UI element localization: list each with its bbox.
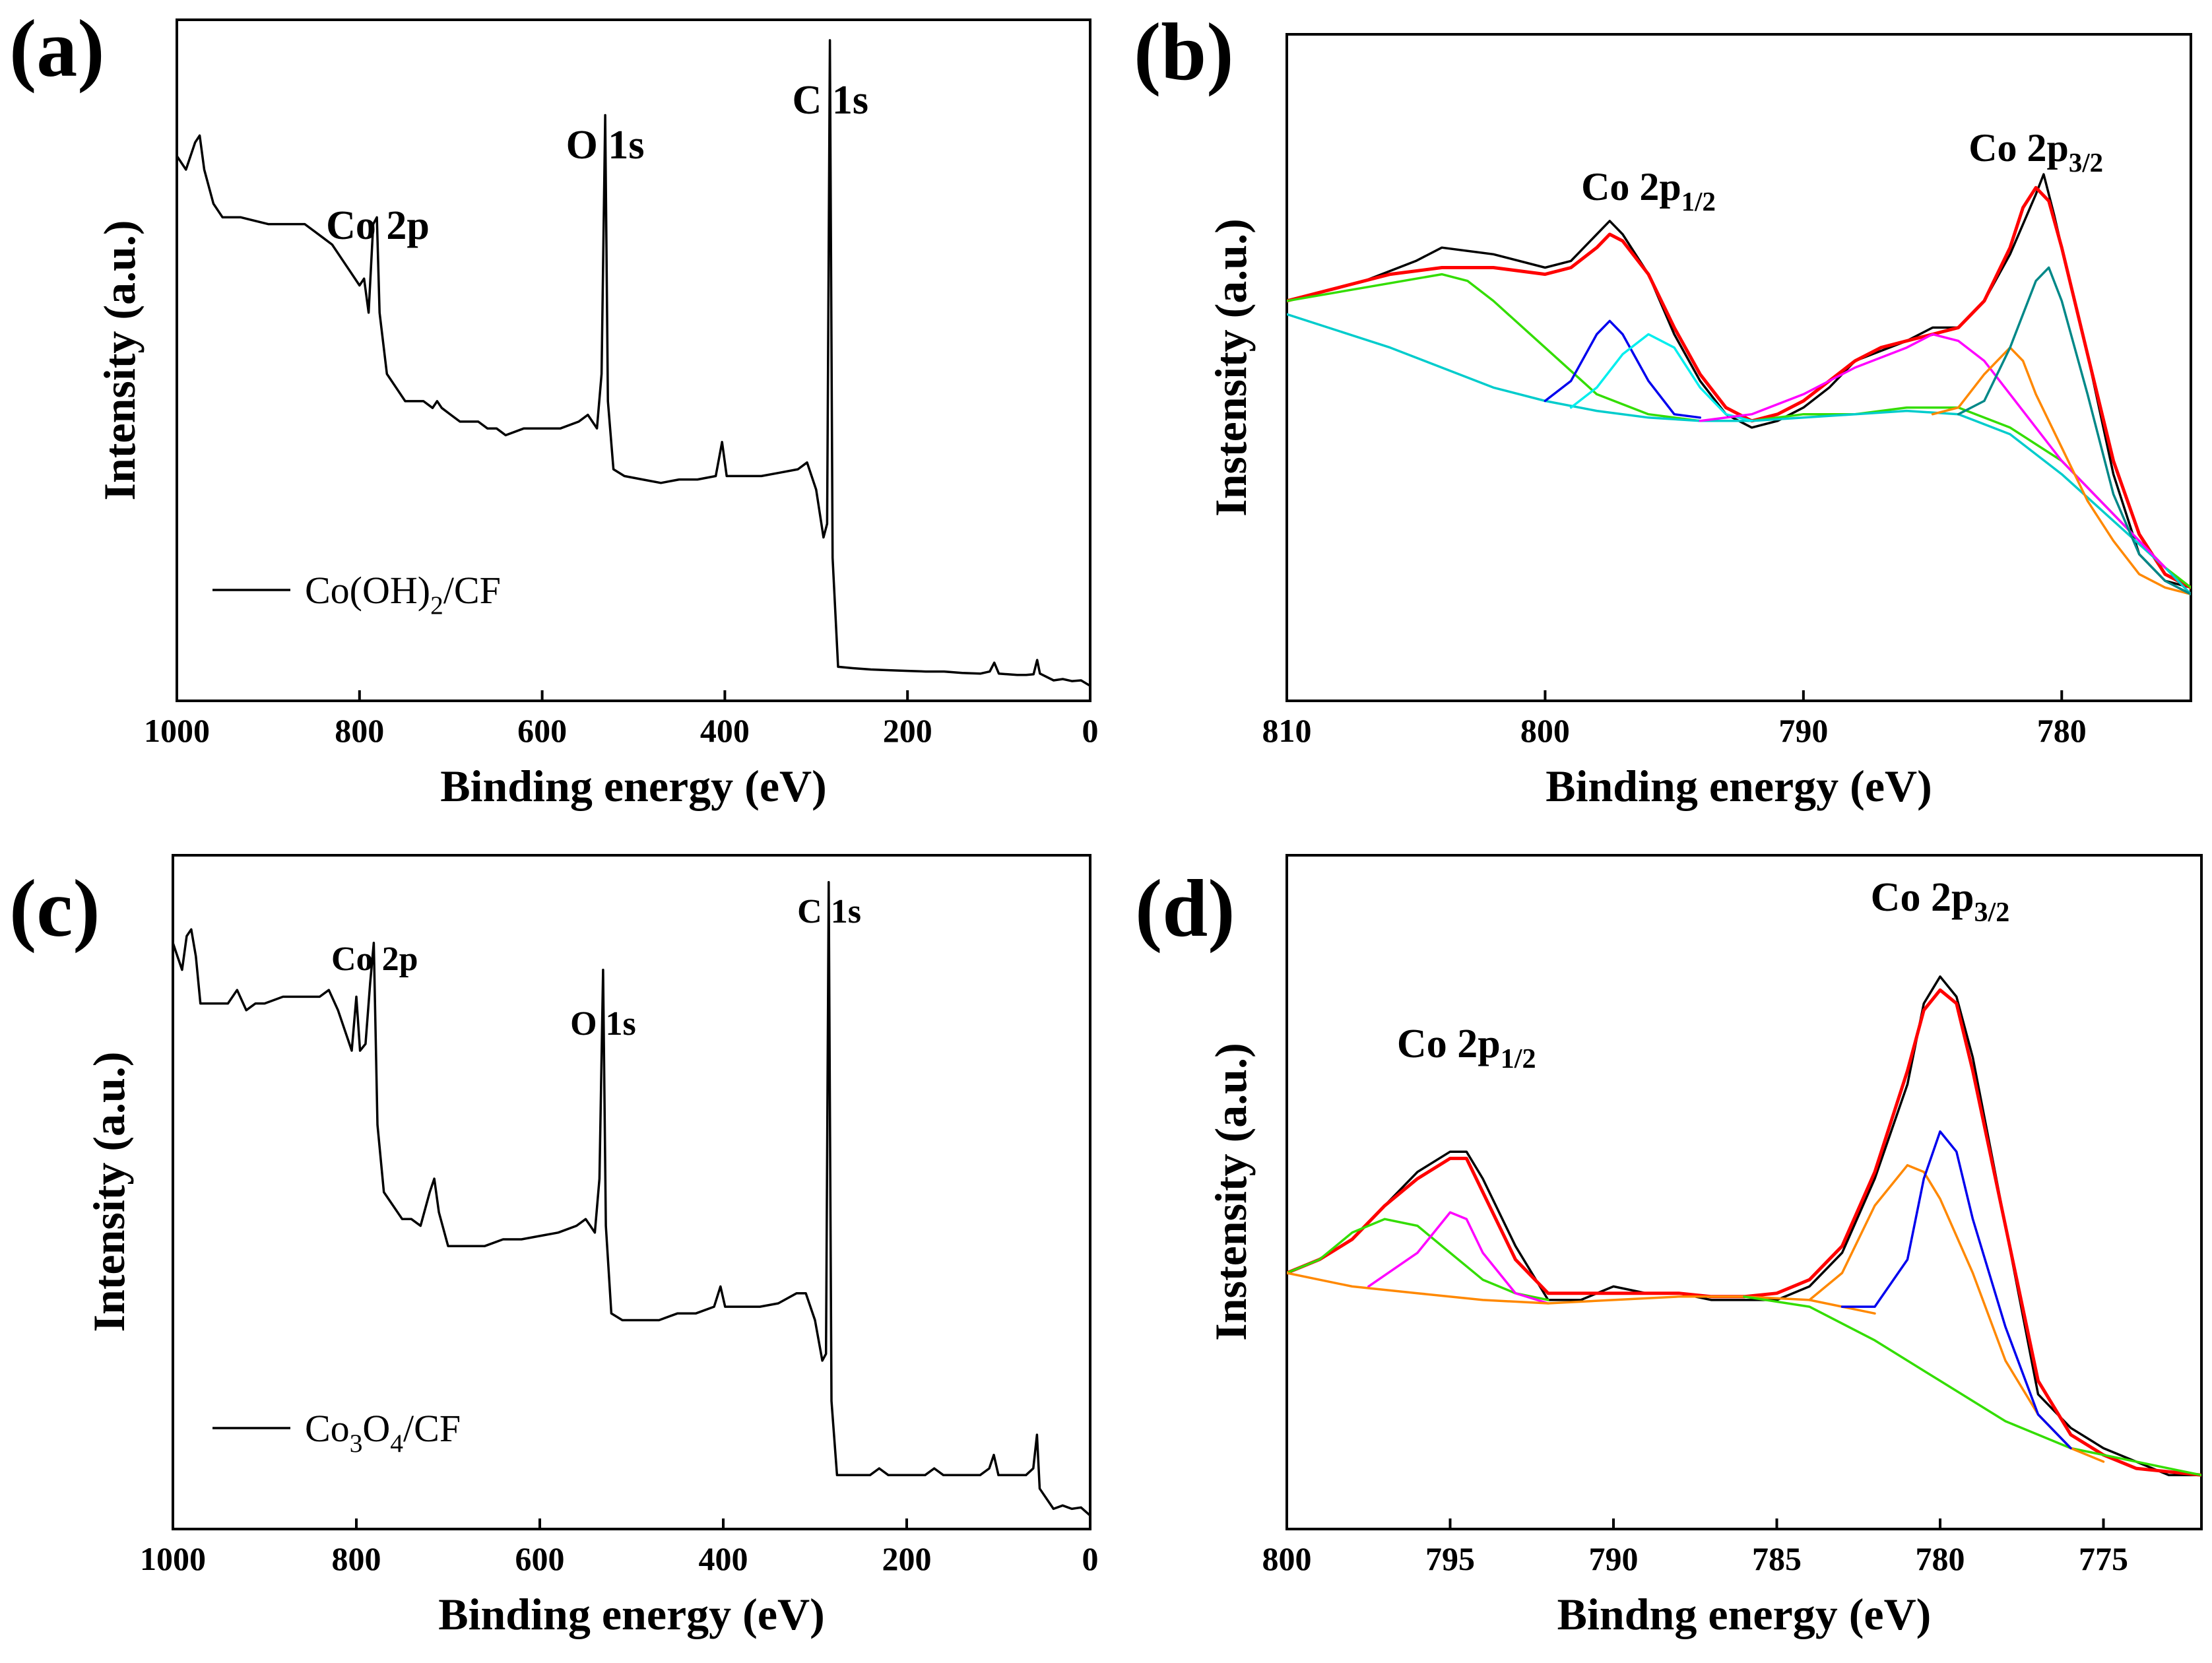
series-group (177, 39, 1090, 688)
x-tick-label: 400 (699, 1540, 748, 1577)
peak-annotation: Co 2p3/2 (1871, 875, 2010, 928)
x-tick-label: 775 (2079, 1540, 2128, 1577)
x-axis-title: Bindng energy (eV) (1557, 1589, 1932, 1639)
peak-annotation: Co 2p3/2 (1968, 126, 2103, 178)
legend-label-subscript: 3 (350, 1429, 363, 1458)
panel-d: 800 795 790 785 780 775 Bindng energy (eV) Inst… (1135, 854, 2203, 1639)
x-axis-title: Binding energy (eV) (438, 1589, 825, 1639)
panel-b: 810 800 790 780 Binding energy (eV) Instensit… (1134, 7, 2192, 811)
peak-annotation: C 1s (793, 78, 868, 123)
peak-annotation-text: Co 2p (1871, 875, 1974, 920)
x-axis-title: Binding energy (eV) (440, 761, 827, 811)
series-group (1287, 975, 2201, 1477)
plot-frame (176, 18, 1091, 702)
legend-label: Co3O4/CF (305, 1407, 461, 1458)
series-line-1 (1287, 185, 2191, 589)
series-group (1287, 173, 2191, 596)
peak-annotation-text: O 1s (566, 123, 645, 168)
y-axis-title: Instensity (a.u.) (1206, 1043, 1256, 1341)
peak-annotation: Co 2p (326, 203, 430, 248)
series-line-4 (1544, 319, 1702, 419)
series-line-1 (1287, 988, 2201, 1477)
legend-label-subscript: 2 (430, 591, 443, 620)
legend: Co3O4/CF (212, 1407, 461, 1458)
peak-annotation-subscript: 3/2 (2069, 148, 2103, 178)
peak-annotation-text: C 1s (797, 893, 861, 930)
series-line-4 (1287, 1272, 1876, 1315)
x-tick-label: 780 (2037, 712, 2087, 749)
series-line-7 (1840, 1130, 2072, 1450)
peak-annotation: O 1s (570, 1005, 636, 1043)
x-tick-label: 0 (1082, 1540, 1099, 1577)
x-tick-label: 600 (515, 1540, 565, 1577)
series-line-5 (1743, 1295, 2201, 1477)
peak-annotation-text: Co 2p (1397, 1022, 1501, 1066)
x-tick-label: 785 (1752, 1540, 1802, 1577)
peak-annotation: Co 2p (331, 940, 418, 978)
y-axis-title: Intensity (a.u.) (84, 1051, 134, 1332)
y-axis-title: Instensity (a.u.) (1206, 218, 1256, 517)
series-line-3 (1287, 313, 2191, 596)
x-tick-label: 200 (883, 712, 932, 749)
series-line-6 (1699, 333, 2166, 569)
legend-label-text: Co(OH) (305, 569, 430, 612)
x-tick-label: 800 (335, 712, 384, 749)
x-tick-label: 790 (1589, 1540, 1639, 1577)
plot-frame (1285, 854, 2203, 1530)
peak-annotation-text: O 1s (570, 1005, 636, 1043)
series-line-3 (1367, 1211, 1549, 1305)
legend: Co(OH)2/CF (212, 569, 501, 620)
plot-frame (172, 854, 1091, 1530)
panel-label: (b) (1134, 7, 1234, 97)
legend-label-subscript: 4 (390, 1429, 403, 1458)
legend-label-text: O (362, 1407, 390, 1450)
series-group (173, 881, 1090, 1517)
peak-annotation-text: Co 2p (1581, 165, 1681, 209)
peak-annotation-subscript: 1/2 (1681, 187, 1716, 216)
x-tick-label: 400 (700, 712, 750, 749)
panel-label: (a) (9, 3, 105, 94)
peak-annotation-text: Co 2p (326, 203, 430, 248)
series-line-2 (1287, 1218, 1549, 1301)
x-tick-label: 200 (882, 1540, 932, 1577)
peak-annotation: O 1s (566, 123, 645, 168)
panel-c: 1000 800 600 400 200 0 Binding energy (eV) Inte… (9, 854, 1099, 1639)
peak-annotation-text: Co 2p (331, 940, 418, 978)
peak-annotation-text: C 1s (793, 78, 868, 123)
series-line-0 (173, 881, 1090, 1517)
x-tick-label: 1000 (140, 1540, 206, 1577)
peak-annotation-subscript: 1/2 (1501, 1043, 1536, 1074)
x-tick-label: 800 (332, 1540, 381, 1577)
panel-a: 1000 800 600 400 200 0 Binding energy (eV) Inte… (9, 3, 1099, 811)
legend-label-text: /CF (403, 1407, 461, 1450)
x-tick-label: 600 (517, 712, 567, 749)
x-tick-label: 0 (1082, 712, 1099, 749)
x-axis-title: Binding energy (eV) (1545, 761, 1932, 811)
series-line-7 (1931, 346, 2191, 596)
panel-label: (d) (1135, 863, 1235, 954)
peak-annotation: C 1s (797, 893, 861, 930)
y-axis-title: Intensity (a.u.) (94, 220, 145, 500)
x-tick-label: 800 (1262, 1540, 1312, 1577)
x-tick-label: 810 (1262, 712, 1312, 749)
x-tick-label: 790 (1778, 712, 1828, 749)
legend-label-text: Co (305, 1407, 350, 1450)
series-line-5 (1569, 333, 1753, 422)
peak-annotation: Co 2p1/2 (1397, 1022, 1536, 1074)
x-tick-label: 780 (1916, 1540, 1965, 1577)
x-tick-label: 800 (1520, 712, 1570, 749)
legend-label-text: /CF (443, 569, 501, 612)
x-tick-label: 795 (1425, 1540, 1475, 1577)
legend-label: Co(OH)2/CF (305, 569, 501, 620)
panel-label: (c) (9, 863, 100, 954)
peak-annotation-subscript: 3/2 (1974, 897, 2009, 928)
series-line-8 (1957, 266, 2191, 596)
plot-frame (1285, 33, 2192, 702)
series-line-0 (177, 39, 1090, 688)
peak-annotation: Co 2p1/2 (1581, 165, 1716, 216)
peak-annotation-text: Co 2p (1968, 126, 2069, 170)
x-tick-label: 1000 (144, 712, 210, 749)
